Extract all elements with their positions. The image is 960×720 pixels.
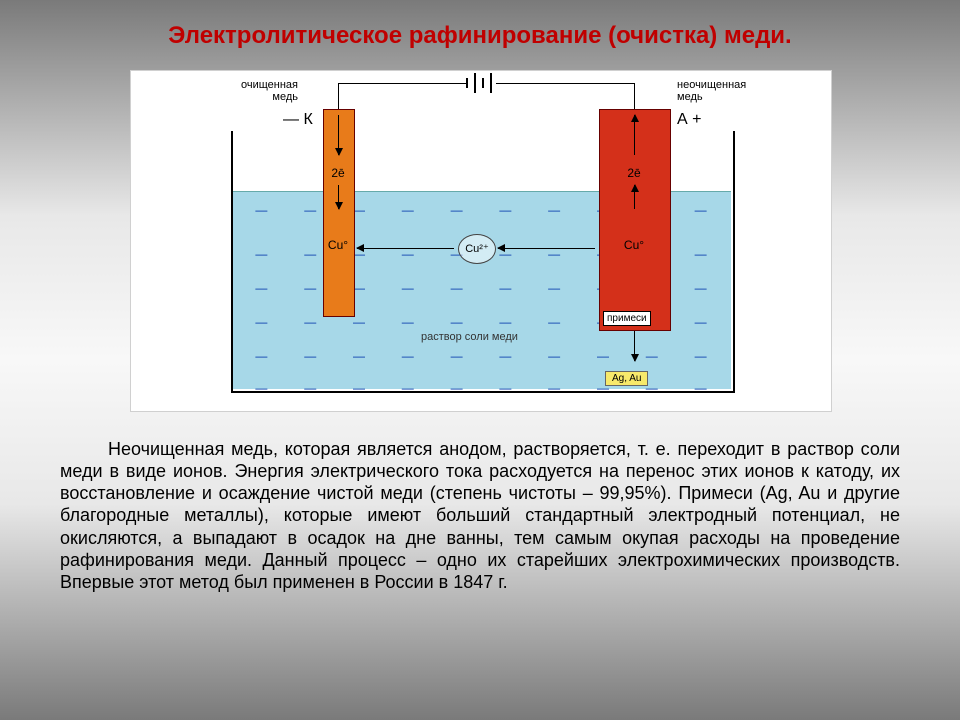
body-paragraph: Неочищенная медь, которая является анодо… — [60, 438, 900, 593]
anode-2e: 2ē — [599, 167, 669, 180]
wire-right — [496, 83, 634, 84]
battery-icon — [466, 73, 496, 93]
wire-left — [338, 83, 466, 84]
impurity-arrow — [634, 331, 635, 361]
cathode — [323, 109, 355, 317]
cathode-2e: 2ē — [323, 167, 353, 180]
wire-anode-v — [634, 83, 635, 109]
minus-row: —————————— — [237, 381, 725, 395]
anode-cu: Cu° — [599, 239, 669, 252]
cathode-in-arrow — [338, 115, 339, 155]
sediment: Ag, Au — [605, 371, 648, 386]
ion-arrow-right — [498, 248, 595, 249]
anode-label: неочищеннаямедь — [677, 79, 767, 103]
body-text: Неочищенная медь, которая является анодо… — [60, 438, 900, 593]
cathode-cu: Cu° — [323, 239, 353, 252]
slide-title: Электролитическое рафинирование (очистка… — [0, 22, 960, 50]
cathode-label: очищеннаямедь — [218, 79, 298, 103]
anode-terminal: А + — [677, 111, 701, 129]
impurity-label: примеси — [603, 311, 651, 326]
wire-cathode-v — [338, 83, 339, 109]
minus-row: —————————— — [237, 349, 725, 363]
electrolysis-diagram: ————————————————————————————————————————… — [131, 71, 831, 411]
anode-2e-arrow — [634, 185, 635, 209]
cathode-terminal: — К — [283, 111, 313, 129]
solution-label: раствор соли меди — [421, 331, 518, 343]
anode-out-arrow — [634, 115, 635, 155]
cu-ion: Cu²⁺ — [458, 234, 496, 264]
ion-arrow-left — [357, 248, 454, 249]
anode — [599, 109, 671, 331]
diagram-container: ————————————————————————————————————————… — [130, 70, 832, 412]
cathode-2e-arrow — [338, 185, 339, 209]
slide: Электролитическое рафинирование (очистка… — [0, 0, 960, 720]
